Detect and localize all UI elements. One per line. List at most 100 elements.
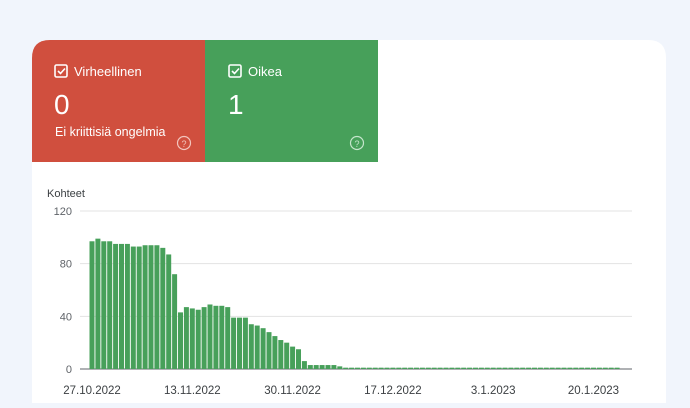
bar	[443, 367, 449, 369]
bar	[579, 367, 585, 369]
bar	[543, 367, 549, 369]
bar	[585, 367, 591, 369]
y-tick-label: 80	[60, 259, 72, 271]
card-error[interactable]: Virheellinen 0 Ei kriittisiä ongelmia ?	[32, 40, 205, 162]
bar	[467, 367, 473, 369]
bar	[484, 367, 490, 369]
bar	[549, 367, 555, 369]
card-bg	[205, 40, 378, 162]
card-valid[interactable]: Oikea 1 ?	[205, 40, 378, 162]
bar	[201, 307, 207, 369]
card-label: Virheellinen	[74, 64, 142, 79]
bar	[284, 342, 290, 369]
bar	[372, 367, 378, 369]
bar	[478, 367, 484, 369]
bar	[431, 367, 437, 369]
bar	[313, 365, 319, 369]
checkbox[interactable]	[228, 64, 242, 78]
bar	[260, 328, 266, 369]
bar	[419, 367, 425, 369]
help-text: ?	[354, 139, 359, 149]
card-value: 0	[54, 89, 70, 120]
check	[57, 67, 66, 75]
bar	[95, 238, 101, 369]
bar	[189, 308, 195, 369]
bar	[195, 309, 201, 369]
bar	[101, 241, 107, 369]
bar	[414, 367, 419, 369]
bar	[608, 367, 614, 369]
bar	[461, 367, 467, 369]
bar	[178, 312, 183, 369]
bar	[166, 254, 172, 369]
bar	[278, 340, 284, 369]
bar	[349, 367, 355, 369]
bar	[555, 367, 561, 369]
bar	[113, 243, 119, 369]
bar	[508, 367, 514, 369]
bar	[325, 365, 331, 369]
bar	[437, 367, 443, 369]
bar	[319, 365, 325, 369]
bar	[378, 367, 384, 369]
bar	[154, 245, 160, 369]
x-tick-label: 13.11.2022	[164, 385, 221, 397]
bar	[490, 367, 496, 369]
help-icon[interactable]	[349, 135, 365, 151]
bar	[561, 367, 567, 369]
x-tick-label: 20.1.2023	[568, 385, 619, 397]
bar	[301, 361, 307, 369]
bar	[537, 367, 543, 369]
y-tick-label: 120	[54, 206, 72, 218]
help-icon[interactable]	[176, 135, 192, 151]
bar	[89, 241, 95, 369]
card-note: Ei kriittisiä ongelmia	[55, 125, 166, 139]
bar	[455, 367, 461, 369]
bar	[520, 367, 526, 369]
bar	[219, 305, 225, 369]
bar	[355, 367, 360, 369]
bar	[266, 332, 272, 369]
bar	[408, 367, 414, 369]
x-tick-label: 17.12.2022	[364, 385, 422, 397]
y-tick-label: 40	[60, 311, 72, 323]
bar	[119, 243, 124, 369]
bar	[136, 246, 142, 369]
checkbox[interactable]	[54, 64, 68, 78]
bar	[502, 367, 508, 369]
bar	[473, 367, 478, 369]
bar	[449, 367, 455, 369]
bar	[290, 346, 296, 369]
bar	[272, 336, 278, 369]
bar	[148, 245, 154, 369]
bar	[307, 365, 313, 369]
bar	[596, 367, 602, 369]
bar	[296, 349, 301, 369]
bar	[160, 247, 166, 369]
bar	[396, 367, 402, 369]
bar	[390, 367, 396, 369]
card-value: 1	[228, 89, 244, 120]
bar	[124, 243, 130, 369]
bar	[130, 246, 136, 369]
bar	[514, 367, 520, 369]
bar	[248, 324, 254, 369]
bar	[496, 367, 502, 369]
bar	[331, 365, 337, 369]
bar	[107, 241, 113, 369]
bar	[343, 367, 349, 369]
check	[231, 67, 240, 75]
bar	[532, 367, 537, 369]
bar	[602, 367, 608, 369]
bar	[360, 367, 366, 369]
bar	[254, 325, 260, 369]
bar	[337, 366, 343, 369]
bar	[242, 317, 248, 369]
bar	[402, 367, 408, 369]
bar	[591, 367, 596, 369]
x-tick-label: 3.1.2023	[471, 385, 516, 397]
y-axis-label: Kohteet	[47, 188, 85, 200]
bar	[614, 367, 620, 369]
